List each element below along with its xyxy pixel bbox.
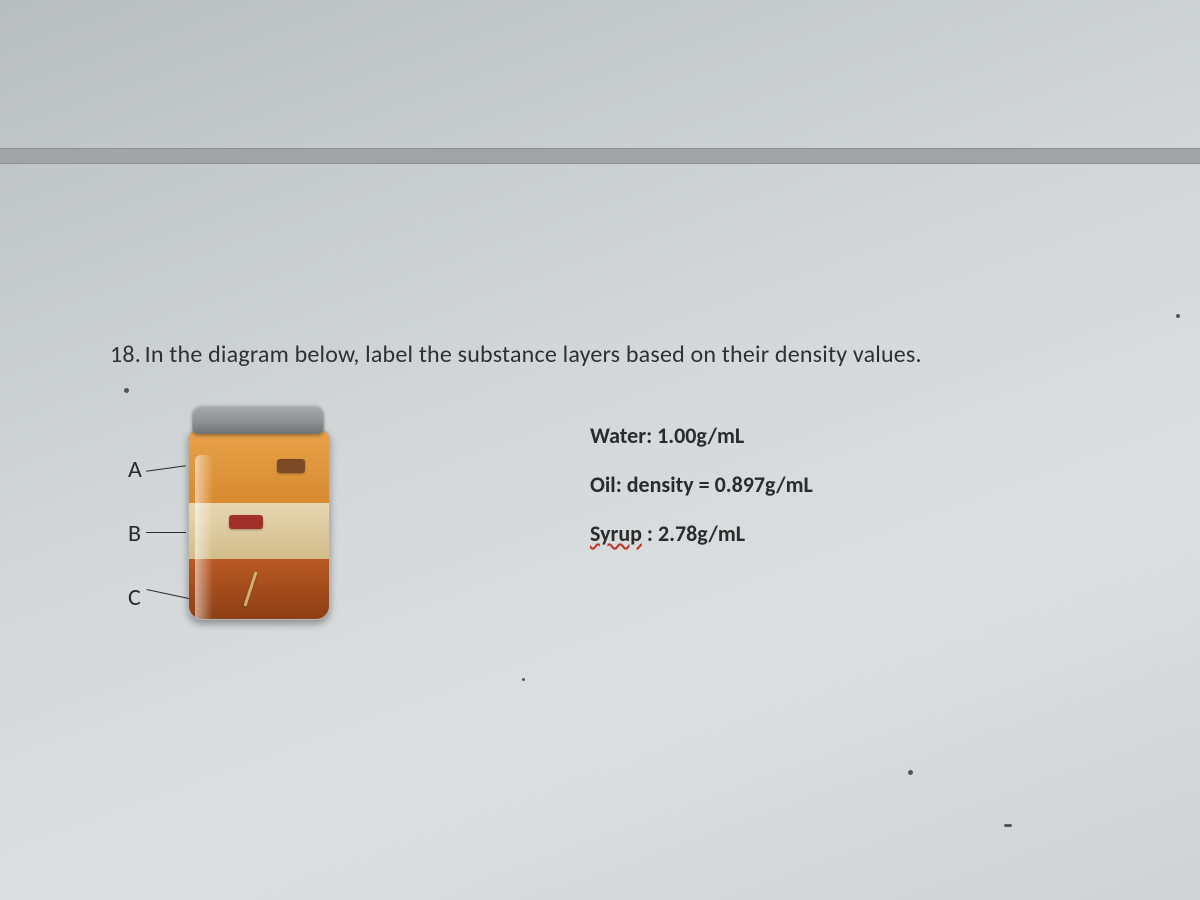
question-text: In the diagram below, label the substanc…: [145, 340, 922, 369]
substance-value: 1.00g/mL: [657, 422, 744, 449]
question-block: 18. In the diagram below, label the subs…: [110, 340, 1140, 369]
artifact-speck: [908, 770, 913, 775]
artifact-speck: [124, 388, 129, 393]
leader-line-a: [146, 465, 186, 472]
substance-name: Water: [590, 422, 646, 449]
substance-name: Syrup: [590, 520, 642, 547]
substance-sep: :: [642, 520, 658, 547]
floating-object-2: [229, 515, 263, 529]
artifact-speck: [1004, 824, 1012, 827]
artifact-speck: [522, 678, 525, 681]
substance-name: Oil: [590, 471, 616, 498]
content-row: A B C Water: 1.00g/mL Oil: density = 0.: [110, 410, 1140, 670]
leader-line-b: [146, 532, 186, 533]
artifact-speck: [1176, 314, 1180, 318]
liquid-layer-c: [189, 559, 329, 619]
layer-label-b: B: [128, 522, 141, 546]
jar-body: [188, 430, 330, 620]
layer-label-c: C: [128, 586, 141, 610]
toolbar-divider: [0, 148, 1200, 164]
floating-object-1: [277, 459, 305, 473]
density-row-syrup: Syrup : 2.78g/mL: [590, 520, 813, 547]
density-row-oil: Oil: density = 0.897g/mL: [590, 471, 813, 498]
question-number: 18.: [110, 340, 141, 369]
leader-line-c: [146, 589, 193, 600]
liquid-layer-b: [189, 503, 329, 559]
substance-sep: : density =: [616, 471, 715, 498]
jar-lid: [192, 404, 324, 434]
layer-label-a: A: [128, 458, 142, 482]
density-row-water: Water: 1.00g/mL: [590, 422, 813, 449]
density-values: Water: 1.00g/mL Oil: density = 0.897g/mL…: [590, 422, 813, 670]
liquid-layer-a: [189, 431, 329, 503]
substance-value: 2.78g/mL: [658, 520, 745, 547]
jar-icon: [188, 410, 328, 620]
substance-sep: :: [646, 422, 657, 449]
density-diagram: A B C: [110, 410, 370, 670]
substance-value: 0.897g/mL: [715, 471, 813, 498]
